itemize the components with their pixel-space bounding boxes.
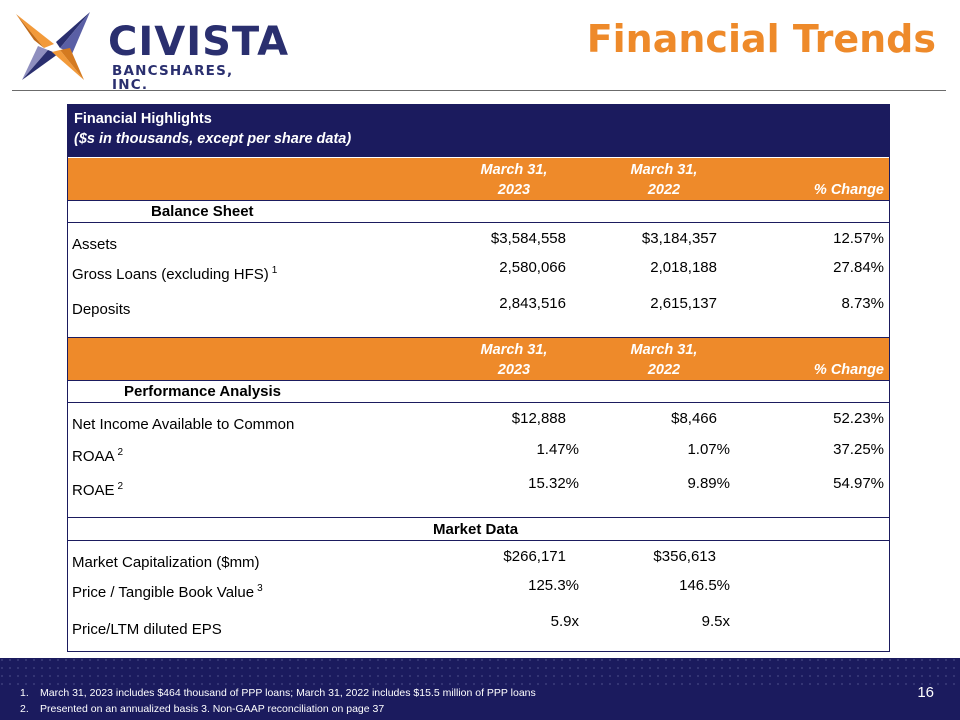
header-divider — [12, 90, 946, 91]
table-title: Financial Highlights — [74, 111, 212, 127]
section-header-performance-analysis: Performance Analysis — [68, 381, 889, 403]
col-2022-header: March 31, 2022 — [630, 162, 698, 198]
footnote-marker: 2 — [117, 481, 124, 492]
page-title: Financial Trends — [586, 17, 936, 61]
table-title-bar: Financial Highlights ($s in thousands, e… — [68, 105, 889, 157]
section-header-balance-sheet: Balance Sheet — [68, 201, 889, 223]
value-2023: 5.9x — [550, 613, 579, 630]
value-2022: 2,615,137 — [650, 295, 717, 312]
value-2022: 9.89% — [687, 475, 730, 492]
section-header-market-data: Market Data — [68, 517, 889, 541]
col-2023-header: March 31, 2023 — [480, 162, 548, 198]
col-2022-header: March 31, 2022 — [630, 342, 698, 378]
financial-highlights-table: Financial Highlights ($s in thousands, e… — [67, 104, 890, 652]
table-row: Gross Loans (excluding HFS) 1 2,580,066 2… — [68, 259, 889, 295]
value-2023: $266,171 — [503, 548, 566, 565]
value-2022: $8,466 — [671, 410, 717, 427]
table-row: ROAA 2 1.47% 1.07% 37.25% — [68, 439, 889, 475]
value-change: 52.23% — [833, 410, 884, 427]
market-data-rows: Market Capitalization ($mm) $266,171 $35… — [68, 541, 889, 651]
value-2022: 9.5x — [701, 613, 730, 630]
value-2023: 2,843,516 — [499, 295, 566, 312]
section-label: Performance Analysis — [124, 383, 282, 400]
value-2023: 1.47% — [536, 441, 579, 458]
table-row: ROAE 2 15.32% 9.89% 54.97% — [68, 475, 889, 511]
value-2022: 1.07% — [687, 441, 730, 458]
row-label: Deposits — [72, 301, 131, 318]
value-change: 8.73% — [841, 295, 884, 312]
value-change: 54.97% — [833, 475, 884, 492]
value-2022: $356,613 — [653, 548, 716, 565]
footnote-2: 2. Presented on an annualized basis 3. No… — [20, 703, 385, 715]
value-2023: 125.3% — [528, 577, 579, 594]
section-label: Market Data — [433, 521, 519, 538]
brand-subtitle: BANCSHARES, INC. — [112, 63, 234, 93]
row-label: Assets — [72, 236, 118, 253]
table-row: Market Capitalization ($mm) $266,171 $35… — [68, 541, 889, 577]
performance-rows: Net Income Available to Common $12,888 $… — [68, 403, 889, 517]
value-2023: 15.32% — [528, 475, 579, 492]
section-label: Balance Sheet — [151, 203, 254, 220]
value-2023: $3,584,558 — [490, 230, 566, 247]
table-row: Assets $3,584,558 $3,184,357 12.57% — [68, 223, 889, 259]
page-number: 16 — [917, 684, 934, 701]
col-2023-header: March 31, 2023 — [480, 342, 548, 378]
table-subtitle: ($s in thousands, except per share data) — [74, 131, 352, 147]
table-row: Price / Tangible Book Value 3 125.3% 146.… — [68, 577, 889, 613]
footnote-1: 1. March 31, 2023 includes $464 thousand … — [20, 687, 536, 699]
col-change-header: % Change — [813, 182, 884, 198]
footnote-marker: 3 — [257, 583, 263, 594]
row-label: Market Capitalization ($mm) — [72, 554, 260, 571]
value-change: 27.84% — [833, 259, 884, 276]
footnote-marker: 2 — [117, 447, 124, 458]
brand-name: CIVISTA — [108, 19, 290, 65]
table-row: Deposits 2,843,516 2,615,137 8.73% — [68, 295, 889, 331]
star-logo-icon — [16, 12, 90, 80]
row-label: Price/LTM diluted EPS — [72, 621, 222, 638]
civista-logo: CIVISTA BANCSHARES, INC. — [14, 10, 288, 91]
value-2022: 146.5% — [679, 577, 730, 594]
value-2022: $3,184,357 — [641, 230, 717, 247]
balance-sheet-rows: Assets $3,584,558 $3,184,357 12.57% Gros… — [68, 223, 889, 337]
table-row: Net Income Available to Common $12,888 $… — [68, 403, 889, 439]
value-2023: $12,888 — [511, 410, 566, 427]
value-2022: 2,018,188 — [650, 259, 717, 276]
row-label: Price / Tangible Book Value 3 — [72, 583, 263, 601]
footer-pattern — [0, 658, 960, 688]
table-row: Price/LTM diluted EPS 5.9x 9.5x — [68, 613, 889, 649]
value-change: 37.25% — [833, 441, 884, 458]
row-label: ROAE 2 — [72, 481, 124, 499]
column-header-row: March 31, 2023 March 31, 2022 % Change — [68, 337, 889, 381]
footnotes: 1. March 31, 2023 includes $464 thousand … — [20, 685, 536, 717]
value-change: 12.57% — [833, 230, 884, 247]
row-label: ROAA 2 — [72, 447, 124, 465]
footnote-marker: 1 — [271, 265, 278, 276]
row-label: Gross Loans (excluding HFS) 1 — [72, 265, 278, 283]
col-change-header: % Change — [813, 362, 884, 378]
value-2023: 2,580,066 — [499, 259, 566, 276]
column-header-row: March 31, 2023 March 31, 2022 % Change — [68, 157, 889, 201]
row-label: Net Income Available to Common — [72, 416, 295, 433]
